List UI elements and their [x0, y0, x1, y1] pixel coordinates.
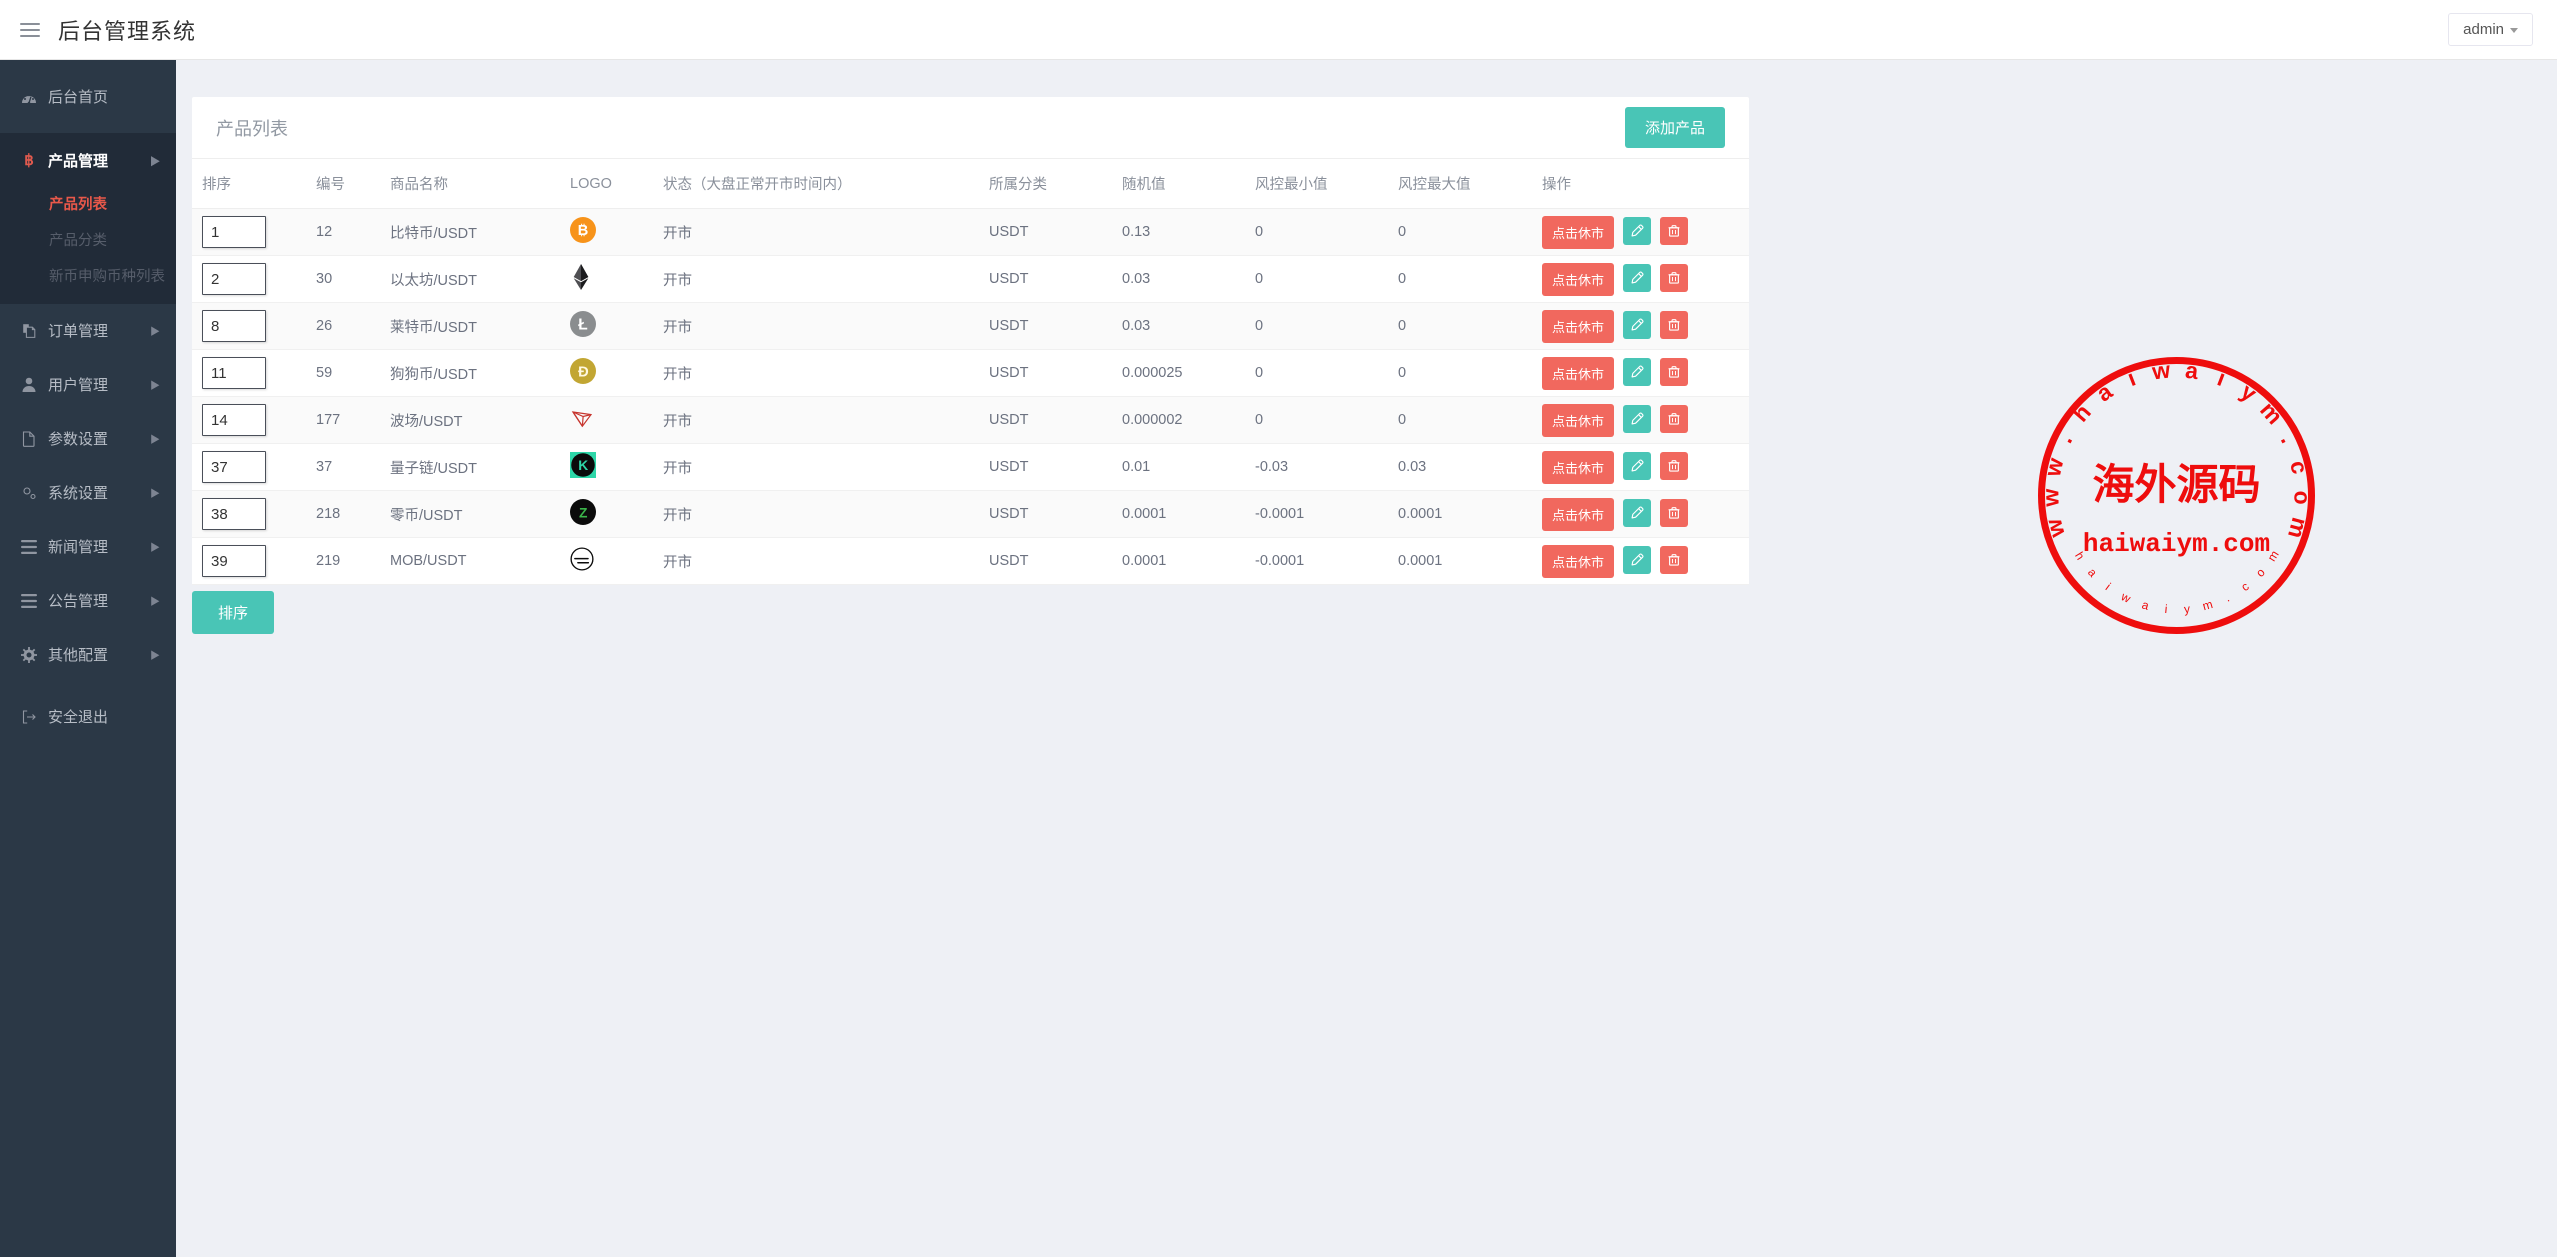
- svg-text:a: a: [2085, 565, 2100, 580]
- svg-text:m: m: [2201, 597, 2214, 613]
- svg-text:a: a: [2140, 598, 2151, 613]
- svg-text:B: B: [578, 223, 589, 239]
- svg-text:m: m: [2255, 397, 2288, 429]
- svg-text:haiwaiym.com: haiwaiym.com: [2083, 529, 2270, 559]
- svg-text:w: w: [2150, 356, 2172, 384]
- svg-text:w: w: [2037, 488, 2063, 507]
- svg-text:i: i: [2164, 602, 2168, 616]
- svg-text:Ð: Ð: [578, 365, 589, 381]
- svg-text:i: i: [2103, 580, 2114, 593]
- svg-text:.: .: [2223, 591, 2232, 605]
- svg-text:Ł: Ł: [578, 317, 587, 334]
- svg-text:海外源码: 海外源码: [2092, 462, 2260, 509]
- svg-text:Z: Z: [579, 504, 588, 520]
- svg-text:y: y: [2236, 378, 2262, 407]
- svg-text:y: y: [2183, 602, 2190, 616]
- svg-text:w: w: [2118, 589, 2133, 606]
- svg-text:a: a: [2092, 378, 2118, 407]
- svg-text:c: c: [2238, 579, 2251, 594]
- svg-text:o: o: [2289, 490, 2315, 505]
- svg-text:o: o: [2253, 565, 2268, 580]
- svg-text:a: a: [2184, 357, 2200, 384]
- svg-text:K: K: [578, 457, 588, 473]
